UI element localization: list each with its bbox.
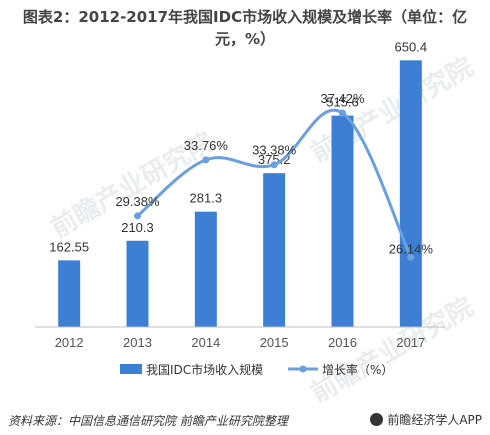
bar-label-2016: 515.6 xyxy=(326,95,359,110)
growth-point-2017 xyxy=(407,253,415,261)
x-tick-2013: 2013 xyxy=(123,335,152,350)
x-tick-2016: 2016 xyxy=(328,335,357,350)
growth-label-2014: 33.76% xyxy=(184,138,229,153)
bar-label-2014: 281.3 xyxy=(190,191,223,206)
x-axis-tick-labels: 2012 2013 2014 2015 2016 2017 xyxy=(55,335,426,350)
growth-point-2014 xyxy=(202,156,210,164)
growth-label-2017: 26.14% xyxy=(389,241,434,256)
bar-2016 xyxy=(331,115,354,327)
x-tick-2017: 2017 xyxy=(396,335,425,350)
legend-bar-swatch xyxy=(120,364,142,374)
bar-2012 xyxy=(58,260,81,327)
growth-point-2015 xyxy=(270,161,278,169)
chart-title-line-2: 元，%） xyxy=(214,30,276,48)
bar-2013 xyxy=(126,240,149,327)
bar-2017 xyxy=(399,60,422,327)
legend-line-marker xyxy=(299,365,307,373)
combo-chart: 162.55 210.3 281.3 375.2 515.6 650.4 2012 2013… xyxy=(35,39,445,377)
brand-mark: 前瞻经济学人APP xyxy=(370,411,482,428)
bar-label-2015: 375.2 xyxy=(258,152,291,167)
legend: 我国IDC市场收入规模 增长率（%） xyxy=(120,362,393,377)
bar-series xyxy=(58,60,422,327)
x-tick-2012: 2012 xyxy=(55,335,84,350)
brand-name: 前瞻经济学人APP xyxy=(387,413,482,427)
chart-title-line-1: 图表2：2012-2017年我国IDC市场收入规模及增长率（单位：亿 xyxy=(22,8,468,26)
x-tick-2015: 2015 xyxy=(260,335,289,350)
legend-bar-label: 我国IDC市场收入规模 xyxy=(146,362,263,377)
line-data-labels: 29.38% 33.76% 33.38% 37.42% 26.14% xyxy=(115,91,433,256)
legend-line-label: 增长率（%） xyxy=(322,362,393,377)
bar-label-2012: 162.55 xyxy=(49,239,89,254)
growth-label-2016: 37.42% xyxy=(320,91,365,106)
chart-title: 图表2：2012-2017年我国IDC市场收入规模及增长率（单位：亿 元，%） xyxy=(0,6,490,50)
x-tick-2014: 2014 xyxy=(191,335,220,350)
growth-label-2013: 29.38% xyxy=(115,194,160,209)
line-series xyxy=(134,108,415,261)
brand-logo-icon xyxy=(370,413,384,426)
bar-data-labels: 162.55 210.3 281.3 375.2 515.6 650.4 xyxy=(49,39,427,254)
bar-label-2017: 650.4 xyxy=(395,39,428,54)
bar-2014 xyxy=(194,211,217,327)
bar-label-2013: 210.3 xyxy=(121,220,154,235)
growth-point-2013 xyxy=(134,212,141,220)
growth-label-2015: 33.38% xyxy=(252,143,297,158)
growth-line xyxy=(136,108,413,259)
bar-2015 xyxy=(263,173,286,327)
growth-point-2016 xyxy=(339,109,346,117)
source-note: 资料来源：中国信息通信研究院 前瞻产业研究院整理 xyxy=(8,414,288,428)
